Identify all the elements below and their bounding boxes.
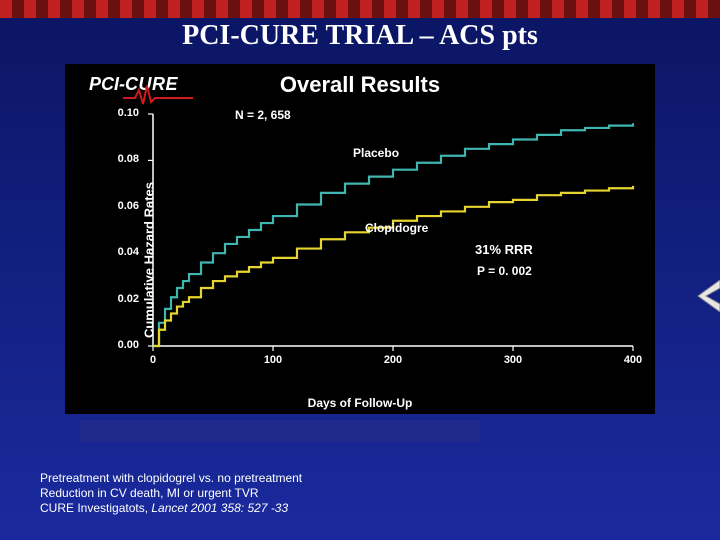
y-tick-label: 0.02 [99,293,139,305]
y-tick-label: 0.00 [99,339,139,351]
chart-panel: PCI-CURE Overall Results Cumulative Haza… [65,64,655,414]
rrr-label: 31% RRR [475,242,533,257]
series-label-placebo: Placebo [353,146,399,160]
x-tick-label: 0 [138,354,168,366]
x-axis-label: Days of Follow-Up [65,396,655,410]
y-tick-label: 0.06 [99,200,139,212]
caption-line-3: CURE Investigatots, Lancet 2001 358: 527… [40,501,302,516]
chart-panel-title: Overall Results [65,72,655,98]
y-tick-label: 0.04 [99,246,139,258]
y-tick-label: 0.10 [99,107,139,119]
n-label: N = 2, 658 [235,108,291,122]
p-value-label: P = 0. 002 [477,264,532,278]
caption-line-2: Reduction in CV death, MI or urgent TVR [40,486,302,501]
chart-header: PCI-CURE Overall Results [65,70,655,106]
slide-title: PCI-CURE TRIAL – ACS pts [0,20,720,52]
overlay-strip [80,420,480,442]
series-line-clopidogrel [153,186,633,346]
series-label-clopidogrel: Clopidogre [365,221,428,235]
caption-line-1: Pretreatment with clopidogrel vs. no pre… [40,471,302,486]
x-tick-label: 400 [618,354,648,366]
x-tick-label: 300 [498,354,528,366]
plot-area: Cumulative Hazard Rates 0.000.020.040.06… [65,106,655,414]
slide-root: PCI-CURE TRIAL – ACS pts PCI-CURE Overal… [0,0,720,540]
caption-block: Pretreatment with clopidogrel vs. no pre… [40,471,302,516]
y-tick-label: 0.08 [99,153,139,165]
x-tick-label: 200 [378,354,408,366]
decorative-top-bar [0,0,720,18]
x-tick-label: 100 [258,354,288,366]
side-arrow-icon [692,280,720,312]
caption-line-3-prefix: CURE Investigatots, [40,501,151,515]
caption-line-3-citation: Lancet 2001 358: 527 -33 [151,501,288,515]
